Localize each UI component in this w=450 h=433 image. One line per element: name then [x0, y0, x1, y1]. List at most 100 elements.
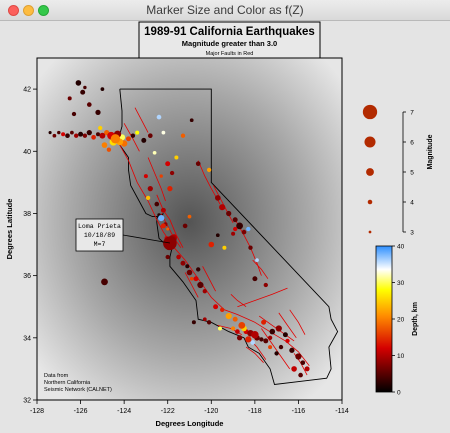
- quake-marker: [78, 131, 84, 137]
- maximize-window-button[interactable]: [38, 5, 49, 16]
- depth-colorbar: [375, 245, 393, 393]
- size-legend-marker: [364, 136, 376, 148]
- quake-marker: [215, 233, 220, 238]
- quake-marker: [193, 276, 199, 282]
- y-axis-label: Degrees Latitude: [5, 199, 14, 260]
- magnitude-legend-label: Magnitude: [427, 134, 434, 169]
- y-axis: 32 34 36 38 40 42: [23, 87, 37, 405]
- quake-marker: [163, 236, 177, 251]
- quake-marker: [275, 325, 282, 332]
- fault-line: [213, 185, 234, 223]
- quake-marker: [291, 366, 297, 372]
- quake-marker: [86, 129, 92, 136]
- quake-marker: [269, 328, 276, 335]
- quake-marker: [80, 89, 86, 95]
- quake-marker: [219, 204, 226, 211]
- earthquake-markers: [48, 80, 310, 378]
- fault-line: [230, 294, 247, 308]
- colorbar-tick-label: 10: [397, 353, 405, 360]
- size-legend-tick-label: 7: [410, 110, 414, 117]
- quake-marker: [208, 241, 215, 248]
- minimize-window-button[interactable]: [23, 5, 34, 16]
- quake-marker: [52, 133, 57, 138]
- quake-marker: [289, 347, 295, 353]
- loma-prieta-annotation: Loma Prieta 10/18/89 M=7: [75, 218, 170, 252]
- chart-title: 1989-91 California Earthquakes: [144, 26, 315, 38]
- quake-marker: [217, 326, 223, 331]
- quake-marker: [159, 174, 163, 178]
- quake-marker: [236, 335, 243, 341]
- quake-marker: [278, 344, 284, 350]
- colorbar-label: Depth, km: [412, 302, 419, 336]
- quake-marker: [82, 133, 88, 138]
- quake-marker: [67, 96, 72, 101]
- annotation-line-3: M=7: [94, 241, 106, 248]
- quake-marker: [226, 210, 232, 217]
- annotation-leader-line: [122, 234, 170, 244]
- quake-marker: [215, 195, 221, 201]
- fault-line: [245, 346, 264, 363]
- x-tick-label: -116: [292, 408, 306, 415]
- quake-marker: [252, 276, 258, 282]
- quake-marker: [75, 80, 82, 86]
- quake-marker: [300, 360, 306, 366]
- quake-marker: [61, 132, 66, 137]
- colorbar-ticks: 0 10 20 30 40: [392, 244, 405, 397]
- quake-marker: [185, 264, 190, 269]
- quake-marker: [48, 131, 52, 135]
- quake-marker: [126, 136, 131, 142]
- fault-line: [237, 287, 288, 308]
- y-tick-label: 36: [23, 273, 31, 280]
- quake-marker: [268, 345, 273, 350]
- title-box: 1989-91 California Earthquakes Magnitude…: [138, 21, 321, 59]
- quake-marker: [282, 332, 288, 338]
- magnitude-size-legend: 7 6 5 4 3: [362, 104, 414, 237]
- quake-marker: [57, 130, 61, 135]
- quake-marker: [147, 133, 153, 139]
- x-tick-label: -114: [335, 408, 349, 415]
- quake-marker: [100, 87, 105, 91]
- quake-marker: [176, 254, 181, 260]
- quake-marker: [191, 320, 196, 325]
- fault-line: [202, 266, 216, 292]
- quake-marker: [202, 289, 207, 294]
- quake-marker: [110, 134, 121, 144]
- quake-marker: [267, 335, 273, 340]
- size-legend-marker: [366, 168, 374, 176]
- quake-marker: [189, 118, 194, 123]
- fault-line: [261, 328, 291, 370]
- quake-marker: [186, 269, 193, 276]
- colorbar-tick-label: 30: [397, 280, 405, 287]
- quake-marker: [95, 132, 101, 137]
- annotation-line-1: Loma Prieta: [78, 223, 121, 230]
- quake-marker: [233, 226, 238, 232]
- credit-line-1: Data from: [44, 373, 69, 379]
- colorbar-tick-label: 20: [397, 317, 405, 324]
- fault-line: [123, 123, 140, 152]
- quake-marker: [160, 223, 166, 229]
- quake-marker: [246, 226, 251, 232]
- quake-marker: [202, 317, 207, 322]
- close-window-button[interactable]: [8, 5, 19, 16]
- quake-marker: [238, 321, 246, 329]
- annotation-line-2: 10/18/89: [84, 232, 115, 239]
- quake-marker: [65, 133, 70, 139]
- data-credit: Data from Northern California Seismic Ne…: [44, 373, 112, 393]
- quake-marker: [189, 276, 194, 281]
- fault-line: [160, 213, 182, 248]
- size-legend-tick-label: 3: [410, 230, 414, 237]
- quake-marker: [197, 281, 204, 289]
- quake-marker: [232, 217, 238, 223]
- fault-line: [289, 309, 306, 335]
- quake-marker: [261, 319, 267, 325]
- quake-marker: [174, 155, 179, 160]
- x-tick-label: -120: [204, 408, 218, 415]
- quake-marker: [251, 330, 259, 339]
- fault-line: [252, 259, 269, 279]
- quake-marker: [145, 195, 151, 201]
- quake-marker: [250, 340, 256, 345]
- quake-marker: [245, 336, 252, 343]
- state-boundary-line: [117, 88, 339, 385]
- title-bar: Marker Size and Color as f(Z): [0, 0, 450, 21]
- x-tick-label: -122: [161, 408, 175, 415]
